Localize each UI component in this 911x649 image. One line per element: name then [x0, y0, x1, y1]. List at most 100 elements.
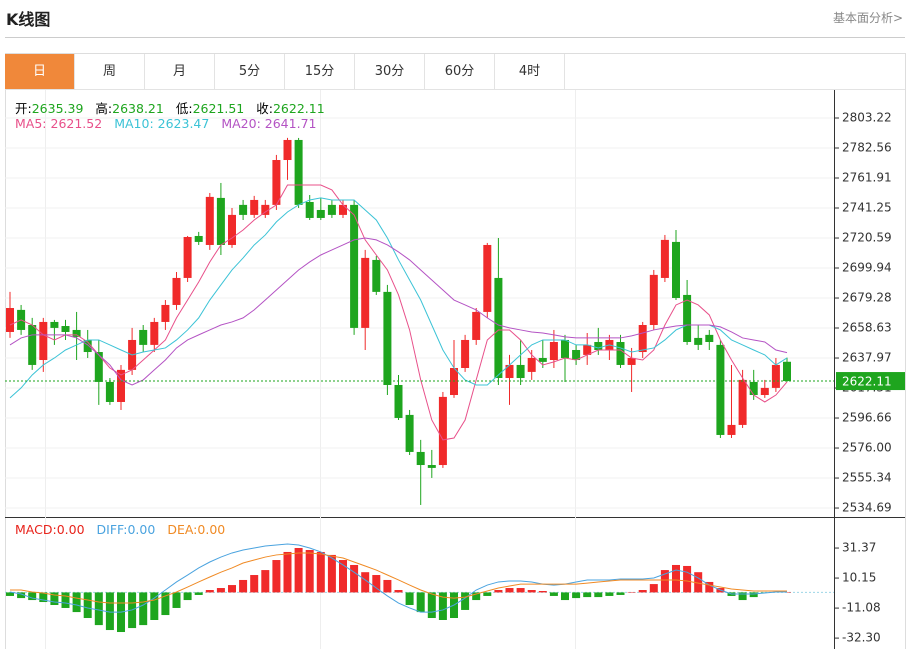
- ohlc-item: 低:2621.51: [176, 101, 244, 116]
- ohlc-header: 开:2635.39 高:2638.21 低:2621.51 收:2622.11: [15, 98, 337, 117]
- macd-bar: [6, 592, 14, 596]
- ma-label: MA10:: [114, 116, 154, 131]
- candle-body: [461, 339, 470, 368]
- ohlc-item: 收:2622.11: [256, 101, 324, 116]
- macd-bar: [327, 554, 336, 593]
- macd-bar: [638, 590, 647, 593]
- candle-body: [183, 236, 192, 278]
- macd-bar: [438, 592, 447, 620]
- candle-body: [250, 199, 259, 215]
- current-price-label: 2622.11: [842, 375, 892, 389]
- current-price-tag: [836, 372, 905, 391]
- macd-bar: [605, 592, 614, 596]
- y-tick-label: 2576.00: [842, 441, 892, 455]
- candle-body: [760, 387, 769, 396]
- candle-body: [105, 381, 114, 402]
- macd-bar: [416, 592, 425, 613]
- candle-body: [361, 257, 370, 328]
- candle-body: [627, 357, 636, 365]
- macd-bar: [749, 592, 758, 598]
- macd-bar: [261, 570, 270, 593]
- y-tick-label: 2555.34: [842, 471, 892, 485]
- candle-body: [616, 341, 625, 365]
- ohlc-label: 低:: [175, 101, 193, 116]
- macd-value: 0.00: [56, 522, 85, 537]
- macd-bar: [472, 592, 481, 601]
- y-tick-label: 10.15: [842, 571, 876, 585]
- macd-item: DIFF:0.00: [97, 522, 156, 537]
- macd-bar: [683, 565, 692, 593]
- y-tick-label: 2596.66: [842, 411, 892, 425]
- candle-body: [272, 160, 281, 205]
- chart-frame: [5, 53, 906, 649]
- candle-body: [727, 424, 736, 435]
- candle-body: [549, 341, 558, 361]
- candle-body: [139, 329, 148, 345]
- macd-label: DIFF:: [96, 522, 128, 537]
- macd-bar: [549, 592, 558, 596]
- macd-bar: [372, 575, 381, 593]
- ma-item: MA20: 2641.71: [221, 116, 316, 131]
- candle-body: [83, 339, 92, 353]
- candle-body: [472, 311, 481, 340]
- candle-body: [594, 341, 603, 350]
- candle-body: [527, 357, 536, 372]
- macd-bar: [83, 592, 92, 619]
- candle-body: [228, 214, 236, 245]
- macd-bar: [316, 551, 325, 593]
- macd-bar: [50, 592, 59, 606]
- candle-body: [305, 201, 314, 218]
- macd-bar: [228, 585, 236, 593]
- macd-header: MACD:0.00 DIFF:0.00 DEA:0.00: [15, 522, 237, 537]
- tab[interactable]: 月: [145, 54, 215, 89]
- y-tick-label: 31.37: [842, 541, 876, 555]
- candle-body: [294, 139, 303, 205]
- y-tick-label: 2699.94: [842, 261, 892, 275]
- macd-bar: [660, 570, 669, 593]
- candle-body: [494, 277, 503, 379]
- candle-body: [205, 196, 214, 245]
- candle-body: [738, 379, 747, 425]
- ohlc-label: 收:: [256, 101, 273, 116]
- macd-label: MACD:: [15, 522, 57, 537]
- macd-bar: [583, 592, 592, 598]
- tab[interactable]: 60分: [425, 54, 495, 89]
- fundamental-link[interactable]: 基本面分析>: [832, 11, 903, 25]
- macd-bar: [172, 592, 181, 608]
- macd-bar: [616, 592, 625, 595]
- macd-bar: [361, 572, 370, 593]
- candle-body: [660, 239, 669, 278]
- divider: [5, 37, 905, 38]
- ohlc-item: 高:2638.21: [95, 101, 163, 116]
- candle-body: [50, 321, 59, 328]
- macd-bar: [216, 588, 225, 593]
- ohlc-item: 开:2635.39: [15, 101, 83, 116]
- y-tick-label: 2637.97: [842, 351, 892, 365]
- macd-bar: [150, 592, 159, 620]
- candle-body: [438, 396, 447, 466]
- ma-value: 2641.71: [264, 116, 317, 131]
- macd-bar: [494, 590, 503, 593]
- macd-bar: [694, 572, 703, 593]
- tab[interactable]: 日: [5, 54, 75, 89]
- macd-value: 0.00: [127, 522, 156, 537]
- y-tick-label: 2761.91: [842, 171, 892, 185]
- candle-body: [516, 364, 525, 379]
- tab[interactable]: 30分: [355, 54, 425, 89]
- y-tick-label: 2720.59: [842, 231, 892, 245]
- macd-line: [9, 543, 787, 613]
- ma-value: 2623.47: [157, 116, 210, 131]
- macd-bar: [339, 560, 347, 593]
- macd-bar: [516, 588, 525, 593]
- tab[interactable]: 5分: [215, 54, 285, 89]
- tab[interactable]: 15分: [285, 54, 355, 89]
- macd-bar: [161, 592, 170, 616]
- candle-body: [172, 277, 181, 305]
- ma-label: MA5:: [15, 116, 47, 131]
- macd-bar: [383, 579, 392, 593]
- ma-label: MA20:: [221, 116, 261, 131]
- tab[interactable]: 4时: [495, 54, 565, 89]
- macd-bar: [272, 560, 281, 593]
- macd-bar: [705, 581, 714, 593]
- tab[interactable]: 周: [75, 54, 145, 89]
